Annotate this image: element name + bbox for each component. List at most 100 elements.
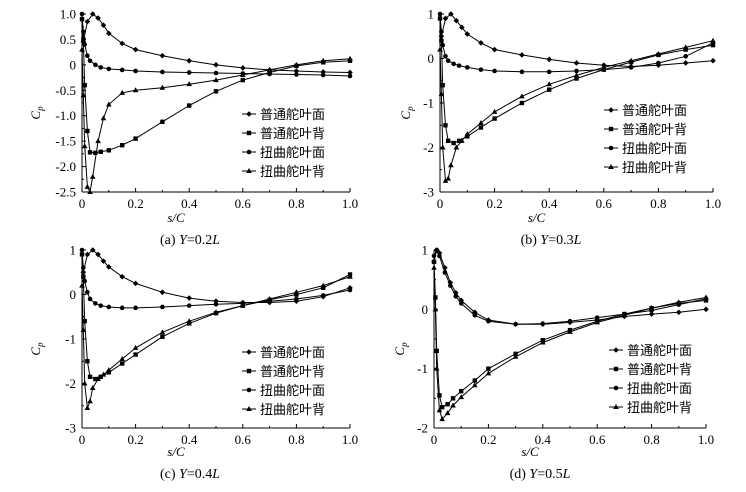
legend-marker xyxy=(246,349,252,355)
data-point xyxy=(442,177,449,183)
data-point xyxy=(573,60,580,66)
data-point xyxy=(119,40,125,47)
data-point xyxy=(492,68,497,74)
y-axis-title-sub: p xyxy=(35,342,45,348)
chart-panel-2: 0 0.2 0.4 0.6 0.8 1.0 1 0 -1 -2 -3 s/C Cp 普通舵叶面普通舵叶背扭… xyxy=(398,7,721,249)
y-tick-label: -2.0 xyxy=(55,159,76,174)
series-4 xyxy=(79,46,353,194)
data-point xyxy=(703,306,709,313)
data-point xyxy=(84,251,91,258)
series-line xyxy=(82,13,351,73)
data-point xyxy=(451,61,456,67)
data-point xyxy=(81,29,86,35)
legend-label: 扭曲舵叶面 xyxy=(627,382,692,397)
x-axis-title: s/C xyxy=(167,210,185,225)
data-point xyxy=(87,58,93,64)
y-axis-title: Cp xyxy=(28,342,45,356)
legend-marker xyxy=(246,111,252,117)
legend-label: 普通舵叶面 xyxy=(627,344,692,359)
y-tick-label: -3 xyxy=(423,185,434,200)
data-point xyxy=(478,120,484,126)
legend-label: 普通舵叶面 xyxy=(260,108,325,123)
y-tick-label: 0 xyxy=(70,57,77,72)
data-point xyxy=(472,378,477,383)
data-point xyxy=(100,371,107,377)
data-point xyxy=(95,138,101,144)
data-point xyxy=(458,394,464,400)
data-point xyxy=(132,344,139,350)
data-point xyxy=(648,311,655,317)
data-point xyxy=(458,301,464,306)
series-line xyxy=(439,18,714,144)
x-tick-label: 0.6 xyxy=(589,432,606,447)
data-point xyxy=(648,305,655,311)
data-point xyxy=(519,100,525,106)
legend-label: 普通舵叶面 xyxy=(622,104,687,119)
data-point xyxy=(320,282,326,288)
data-point xyxy=(89,11,96,17)
y-tick-label: -2 xyxy=(417,421,428,436)
data-point xyxy=(444,410,451,416)
data-point xyxy=(512,353,519,359)
data-point xyxy=(160,69,165,75)
data-point xyxy=(106,367,112,373)
data-point xyxy=(98,303,104,308)
series-4 xyxy=(437,37,716,183)
data-point xyxy=(594,319,600,325)
data-point xyxy=(438,91,445,97)
y-axis-title-main: C xyxy=(392,347,407,356)
legend-label: 普通舵叶背 xyxy=(260,127,325,142)
x-axis-title: s/C xyxy=(521,444,539,459)
data-point xyxy=(213,62,219,68)
data-point xyxy=(347,58,353,63)
data-point xyxy=(266,66,273,72)
caption-prefix: (a) xyxy=(160,233,179,248)
legend-marker xyxy=(613,347,619,353)
data-point xyxy=(453,17,460,24)
data-point xyxy=(132,87,139,93)
data-point xyxy=(186,81,192,87)
data-point xyxy=(133,136,138,141)
data-point xyxy=(567,328,573,334)
data-point xyxy=(347,273,353,279)
data-point xyxy=(437,46,443,52)
data-point xyxy=(213,301,219,307)
data-point xyxy=(445,402,450,407)
data-point xyxy=(456,138,462,144)
series-3 xyxy=(431,247,709,327)
data-point xyxy=(84,404,91,410)
data-point xyxy=(106,264,112,270)
caption-unit: L xyxy=(562,467,571,482)
series-line xyxy=(81,254,351,380)
y-tick-label: 0 xyxy=(428,51,435,66)
data-point xyxy=(437,11,443,17)
data-point xyxy=(159,289,166,296)
x-tick-label: 1.0 xyxy=(698,432,714,447)
y-tick-label: -2 xyxy=(65,376,76,391)
data-point xyxy=(486,366,491,371)
panel-caption: (c) Y=0.4L xyxy=(160,467,220,482)
legend-label: 扭曲舵叶背 xyxy=(260,165,325,180)
data-point xyxy=(95,15,101,21)
data-point xyxy=(519,69,525,75)
data-point xyxy=(445,58,451,64)
data-point xyxy=(320,57,326,63)
data-point xyxy=(294,292,299,297)
data-point xyxy=(485,370,492,376)
y-tick-label: -3 xyxy=(65,421,76,436)
y-tick-label: -2 xyxy=(423,140,434,155)
data-point xyxy=(472,309,478,316)
data-point xyxy=(478,125,484,130)
data-point xyxy=(540,339,546,345)
data-point xyxy=(519,52,525,58)
y-tick-label: -1.5 xyxy=(55,134,76,149)
legend-label: 扭曲舵叶背 xyxy=(627,401,692,416)
data-point xyxy=(85,359,90,364)
data-point xyxy=(628,57,634,63)
data-point xyxy=(132,46,139,53)
x-tick-label: 1.0 xyxy=(705,196,721,211)
y-tick-label: -1 xyxy=(423,96,434,111)
data-point xyxy=(676,309,682,316)
y-axis-title-text: Cp xyxy=(398,106,415,120)
